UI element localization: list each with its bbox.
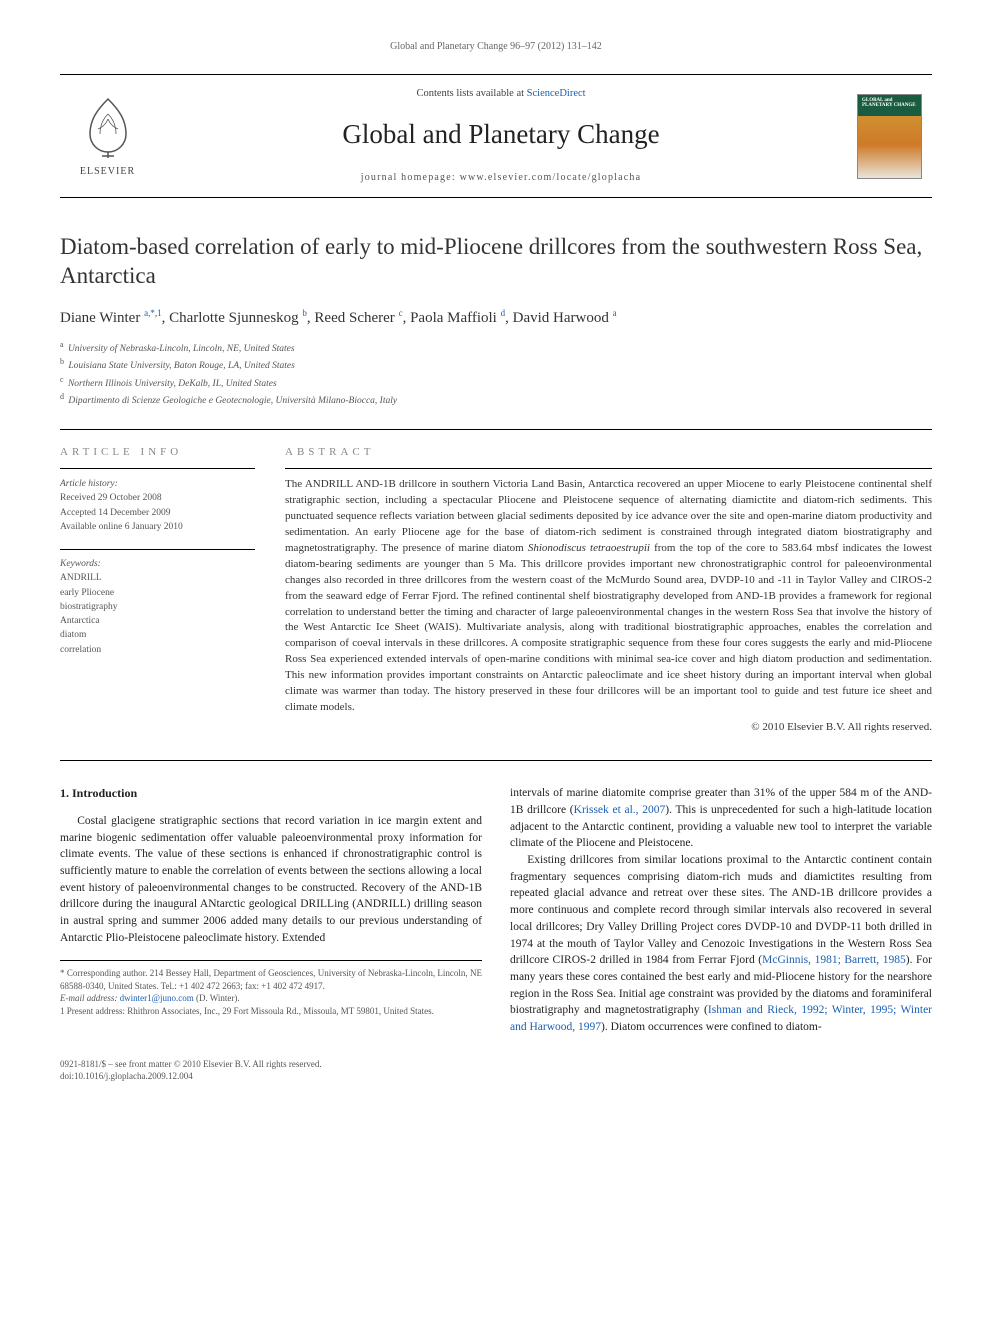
publisher-logo: ELSEVIER	[60, 75, 155, 197]
section-heading: 1. Introduction	[60, 785, 482, 802]
journal-cover-thumb: GLOBAL and PLANETARY CHANGE	[847, 75, 932, 197]
keywords-label: Keywords:	[60, 558, 255, 571]
article-history: Article history: Received 29 October 200…	[60, 477, 255, 534]
para-text: ). Diatom occurrences were confined to d…	[601, 1021, 822, 1033]
cover-thumb-label: GLOBAL and PLANETARY CHANGE	[862, 98, 921, 109]
footnotes: * Corresponding author. 214 Bessey Hall,…	[60, 960, 482, 1017]
email-suffix: (D. Winter).	[194, 993, 240, 1003]
divider	[60, 549, 255, 550]
elsevier-tree-icon	[78, 94, 138, 159]
article-info-label: ARTICLE INFO	[60, 445, 255, 469]
present-address-note: 1 Present address: Rhithron Associates, …	[60, 1005, 482, 1018]
citation-link[interactable]: Krissek et al., 2007	[574, 804, 666, 816]
para-text: Existing drillcores from similar locatio…	[510, 854, 932, 966]
keywords-list: ANDRILLearly PliocenebiostratigraphyAnta…	[60, 571, 255, 657]
body-text: 1. Introduction Costal glacigene stratig…	[60, 785, 932, 1035]
abstract-text: The ANDRILL AND-1B drillcore in southern…	[285, 477, 932, 716]
abstract-label: ABSTRACT	[285, 445, 932, 469]
history-received: Received 29 October 2008	[60, 493, 162, 503]
history-accepted: Accepted 14 December 2009	[60, 508, 171, 518]
doi-label: doi:	[60, 1071, 74, 1081]
sciencedirect-link[interactable]: ScienceDirect	[527, 88, 586, 99]
email-line: E-mail address: dwinter1@juno.com (D. Wi…	[60, 992, 482, 1005]
section-divider	[60, 760, 932, 761]
body-para: Existing drillcores from similar locatio…	[510, 852, 932, 1035]
front-matter-line: 0921-8181/$ – see front matter © 2010 El…	[60, 1058, 322, 1071]
journal-masthead: ELSEVIER Contents lists available at Sci…	[60, 74, 932, 198]
section-title: Introduction	[72, 786, 137, 800]
homepage-prefix: journal homepage:	[361, 172, 460, 183]
affiliation-list: a University of Nebraska-Lincoln, Lincol…	[60, 339, 932, 409]
citation-link[interactable]: McGinnis, 1981; Barrett, 1985	[762, 954, 906, 966]
author-list: Diane Winter a,*,1, Charlotte Sjunneskog…	[60, 307, 932, 329]
copyright-line: © 2010 Elsevier B.V. All rights reserved…	[285, 720, 932, 735]
running-header: Global and Planetary Change 96–97 (2012)…	[60, 40, 932, 54]
publisher-name: ELSEVIER	[80, 165, 135, 179]
history-label: Article history:	[60, 479, 118, 489]
body-para: intervals of marine diatomite comprise g…	[510, 785, 932, 852]
article-info-block: ARTICLE INFO Article history: Received 2…	[60, 445, 255, 736]
journal-homepage: journal homepage: www.elsevier.com/locat…	[165, 171, 837, 185]
body-para: Costal glacigene stratigraphic sections …	[60, 813, 482, 946]
email-label: E-mail address:	[60, 993, 120, 1003]
doi-line: doi:10.1016/j.gloplacha.2009.12.004	[60, 1070, 322, 1083]
page-footer: 0921-8181/$ – see front matter © 2010 El…	[60, 1058, 932, 1083]
author-email-link[interactable]: dwinter1@juno.com	[120, 993, 194, 1003]
contents-prefix: Contents lists available at	[416, 88, 526, 99]
doi-link[interactable]: 10.1016/j.gloplacha.2009.12.004	[74, 1071, 193, 1081]
history-online: Available online 6 January 2010	[60, 522, 183, 532]
abstract-block: ABSTRACT The ANDRILL AND-1B drillcore in…	[285, 445, 932, 736]
homepage-url: www.elsevier.com/locate/gloplacha	[460, 172, 642, 183]
corresponding-author-note: * Corresponding author. 214 Bessey Hall,…	[60, 967, 482, 992]
article-title: Diatom-based correlation of early to mid…	[60, 233, 932, 291]
contents-line: Contents lists available at ScienceDirec…	[165, 87, 837, 102]
section-number: 1.	[60, 786, 69, 800]
journal-name: Global and Planetary Change	[165, 116, 837, 154]
